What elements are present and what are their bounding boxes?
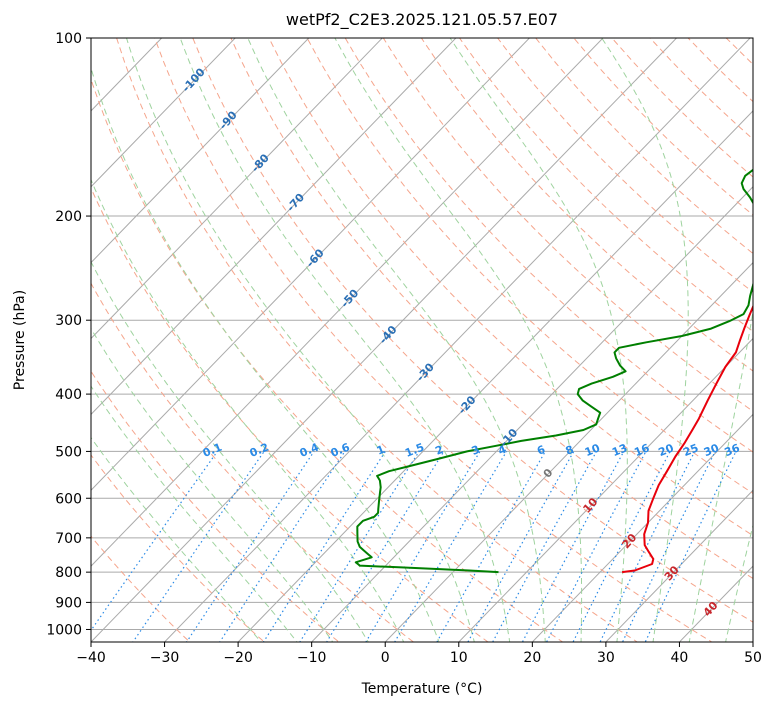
x-tick-label: 0 bbox=[381, 650, 390, 666]
dry-adiabat bbox=[192, 38, 753, 623]
moist-adiabat bbox=[247, 38, 546, 642]
mixing-ratio-line bbox=[467, 451, 575, 642]
mixing-ratio-line bbox=[326, 451, 445, 642]
mixing-ratio-line bbox=[644, 451, 737, 642]
y-tick-label: 100 bbox=[55, 31, 82, 47]
x-tick-label: −20 bbox=[223, 650, 253, 666]
mixing-ratio-line bbox=[394, 451, 508, 642]
dry-adiabat bbox=[91, 454, 265, 642]
temperature-profile-line bbox=[621, 304, 753, 574]
moist-adiabat bbox=[449, 38, 628, 642]
mixing-ratio-label: 13 bbox=[610, 441, 629, 459]
mixing-ratio-label: 8 bbox=[564, 443, 576, 458]
mixing-ratio-line bbox=[545, 451, 647, 642]
dry-adiabat bbox=[91, 77, 564, 642]
isotherm-line bbox=[384, 261, 753, 642]
moist-adiabat bbox=[725, 523, 753, 642]
mixing-ratio-line bbox=[599, 451, 696, 642]
x-tick-label: −10 bbox=[297, 650, 327, 666]
moist-adiabat bbox=[126, 38, 475, 642]
mixing-ratio-label: 30 bbox=[702, 441, 721, 459]
moist-adiabat bbox=[91, 327, 334, 642]
y-tick-label: 700 bbox=[55, 531, 82, 547]
mixing-ratio-line bbox=[492, 451, 598, 642]
dry-adiabat bbox=[91, 370, 340, 642]
dry-adiabat bbox=[382, 38, 753, 412]
dewpoint-profile-line bbox=[354, 168, 753, 574]
moist-adiabat bbox=[91, 66, 440, 642]
moist-adiabat bbox=[334, 38, 583, 642]
mixing-ratio-label: 25 bbox=[681, 441, 700, 459]
mixing-ratio-line bbox=[521, 451, 625, 642]
dry-adiabat bbox=[306, 38, 753, 495]
mixing-ratio-label: 16 bbox=[632, 441, 651, 459]
mixing-ratio-line bbox=[365, 451, 481, 642]
y-tick-label: 1000 bbox=[46, 622, 82, 638]
mixing-ratio-line bbox=[91, 451, 218, 632]
x-tick-label: −30 bbox=[150, 650, 180, 666]
plot-frame bbox=[90, 37, 754, 643]
moist-adiabat bbox=[91, 260, 369, 642]
x-tick-label: 30 bbox=[597, 650, 615, 666]
isotherm-line bbox=[310, 186, 753, 642]
isotherm-line bbox=[91, 38, 384, 340]
y-tick-label: 500 bbox=[55, 444, 82, 460]
dry-adiabat bbox=[91, 187, 489, 642]
x-tick-label: 40 bbox=[671, 650, 689, 666]
dry-adiabat bbox=[496, 38, 753, 293]
mixing-ratio-label: 10 bbox=[583, 441, 602, 459]
y-tick-label: 200 bbox=[55, 209, 82, 225]
dry-adiabat bbox=[344, 38, 753, 453]
isotherm-line bbox=[91, 38, 531, 491]
x-tick-label: 10 bbox=[450, 650, 468, 666]
moist-adiabat bbox=[91, 385, 298, 642]
dry-adiabat bbox=[116, 38, 639, 642]
moist-adiabat bbox=[688, 308, 753, 642]
background-lines bbox=[91, 38, 753, 642]
dry-adiabat bbox=[230, 38, 753, 580]
y-tick-label: 900 bbox=[55, 595, 82, 611]
mixing-ratio-line bbox=[621, 451, 716, 642]
isotherm-line bbox=[531, 413, 753, 642]
sounding-series bbox=[354, 168, 753, 574]
y-tick-label: 400 bbox=[55, 387, 82, 403]
isotherm-line bbox=[91, 38, 236, 188]
moist-adiabat bbox=[179, 38, 511, 642]
mixing-ratio-label: 36 bbox=[723, 441, 742, 459]
dry-adiabat bbox=[268, 38, 753, 537]
isotherm-line bbox=[91, 38, 678, 642]
y-tick-label: 800 bbox=[55, 565, 82, 581]
mixing-ratio-label: 1 bbox=[375, 443, 387, 458]
axis-ticks: −40 −30 −20 −10 0 10 20 30 40 50 100 200 300 400 500 60… bbox=[46, 31, 762, 666]
x-tick-label: 50 bbox=[744, 650, 762, 666]
mixing-ratio-label: 20 bbox=[657, 441, 676, 459]
isotherm-line bbox=[91, 38, 310, 264]
y-tick-label: 600 bbox=[55, 491, 82, 507]
y-axis-label: Pressure (hPa) bbox=[12, 290, 28, 390]
isotherm-line bbox=[163, 38, 751, 642]
mixing-ratio-label: 2 bbox=[433, 443, 445, 458]
x-tick-label: −40 bbox=[76, 650, 106, 666]
isotherm-line bbox=[91, 38, 604, 567]
isotherm-line bbox=[605, 489, 753, 642]
moist-adiabat bbox=[91, 436, 262, 642]
mixing-ratio-label: 3 bbox=[470, 443, 482, 458]
dry-adiabat bbox=[91, 535, 191, 642]
x-tick-label: 20 bbox=[523, 650, 541, 666]
isotherm-line bbox=[91, 38, 457, 416]
x-axis-label: Temperature (°C) bbox=[361, 681, 483, 697]
moist-adiabat bbox=[601, 38, 689, 642]
mixing-ratio-line bbox=[436, 451, 546, 642]
isotherm-line bbox=[237, 110, 753, 642]
chart-title: wetPf2_C2E3.2025.121.05.57.E07 bbox=[286, 10, 558, 30]
isotherm-line bbox=[458, 337, 753, 642]
mixing-ratio-line bbox=[572, 451, 671, 642]
dry-adiabat bbox=[154, 38, 713, 642]
mixing-ratio-line bbox=[219, 451, 346, 642]
y-tick-label: 300 bbox=[55, 313, 82, 329]
